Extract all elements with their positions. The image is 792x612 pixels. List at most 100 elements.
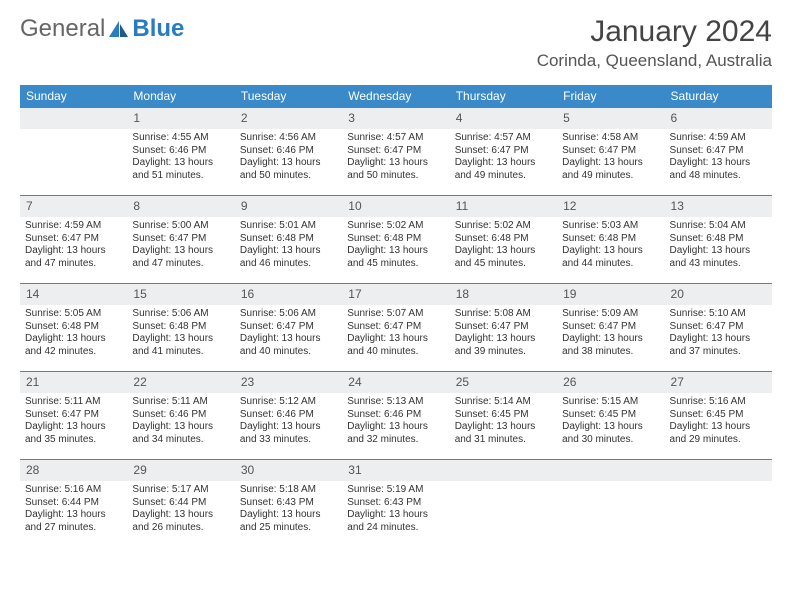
sunrise-line: Sunrise: 5:08 AM (455, 308, 552, 321)
day-number: 5 (557, 107, 664, 129)
sunset-line: Sunset: 6:45 PM (455, 409, 552, 422)
daylight-line: Daylight: 13 hours and 43 minutes. (670, 245, 767, 270)
sunset-line: Sunset: 6:46 PM (347, 409, 444, 422)
day-content: Sunrise: 5:15 AMSunset: 6:45 PMDaylight:… (557, 393, 664, 450)
sunset-line: Sunset: 6:46 PM (240, 145, 337, 158)
calendar-week-row: 7Sunrise: 4:59 AMSunset: 6:47 PMDaylight… (20, 195, 772, 283)
day-number: 13 (665, 195, 772, 217)
sunrise-line: Sunrise: 5:01 AM (240, 220, 337, 233)
sunrise-line: Sunrise: 5:06 AM (132, 308, 229, 321)
sunset-line: Sunset: 6:48 PM (132, 321, 229, 334)
weekday-header: Saturday (665, 85, 772, 107)
sunset-line: Sunset: 6:47 PM (240, 321, 337, 334)
day-number-empty (557, 459, 664, 481)
daylight-line: Daylight: 13 hours and 41 minutes. (132, 333, 229, 358)
daylight-line: Daylight: 13 hours and 31 minutes. (455, 421, 552, 446)
day-number: 16 (235, 283, 342, 305)
sunrise-line: Sunrise: 5:02 AM (455, 220, 552, 233)
calendar-day-cell: 16Sunrise: 5:06 AMSunset: 6:47 PMDayligh… (235, 283, 342, 371)
weekday-header: Tuesday (235, 85, 342, 107)
day-content: Sunrise: 5:16 AMSunset: 6:45 PMDaylight:… (665, 393, 772, 450)
day-number: 24 (342, 371, 449, 393)
sunset-line: Sunset: 6:47 PM (670, 321, 767, 334)
day-content: Sunrise: 4:57 AMSunset: 6:47 PMDaylight:… (450, 129, 557, 186)
daylight-line: Daylight: 13 hours and 25 minutes. (240, 509, 337, 534)
sunrise-line: Sunrise: 4:57 AM (347, 132, 444, 145)
day-number: 30 (235, 459, 342, 481)
sunrise-line: Sunrise: 5:03 AM (562, 220, 659, 233)
logo: General Blue (20, 15, 184, 43)
day-content: Sunrise: 5:02 AMSunset: 6:48 PMDaylight:… (450, 217, 557, 274)
calendar-day-cell: 2 Sunrise: 4:56 AMSunset: 6:46 PMDaylight… (235, 107, 342, 195)
day-number: 20 (665, 283, 772, 305)
day-number: 29 (127, 459, 234, 481)
sunrise-line: Sunrise: 5:07 AM (347, 308, 444, 321)
day-content: Sunrise: 5:06 AMSunset: 6:47 PMDaylight:… (235, 305, 342, 362)
calendar-day-cell: 25 Sunrise: 5:14 AMSunset: 6:45 PMDayligh… (450, 371, 557, 459)
daylight-line: Daylight: 13 hours and 50 minutes. (240, 157, 337, 182)
sunrise-line: Sunrise: 4:59 AM (670, 132, 767, 145)
sunset-line: Sunset: 6:46 PM (240, 409, 337, 422)
day-content: Sunrise: 5:11 AMSunset: 6:47 PMDaylight:… (20, 393, 127, 450)
location-text: Corinda, Queensland, Australia (537, 51, 772, 71)
calendar-day-cell (557, 459, 664, 547)
daylight-line: Daylight: 13 hours and 24 minutes. (347, 509, 444, 534)
daylight-line: Daylight: 13 hours and 42 minutes. (25, 333, 122, 358)
sunrise-line: Sunrise: 5:02 AM (347, 220, 444, 233)
day-number: 3 (342, 107, 449, 129)
calendar-day-cell: 13Sunrise: 5:04 AMSunset: 6:48 PMDayligh… (665, 195, 772, 283)
sunset-line: Sunset: 6:48 PM (562, 233, 659, 246)
calendar-day-cell: 29Sunrise: 5:17 AMSunset: 6:44 PMDayligh… (127, 459, 234, 547)
day-content: Sunrise: 4:59 AMSunset: 6:47 PMDaylight:… (665, 129, 772, 186)
sunrise-line: Sunrise: 4:59 AM (25, 220, 122, 233)
daylight-line: Daylight: 13 hours and 44 minutes. (562, 245, 659, 270)
sunset-line: Sunset: 6:47 PM (455, 145, 552, 158)
day-content: Sunrise: 5:07 AMSunset: 6:47 PMDaylight:… (342, 305, 449, 362)
daylight-line: Daylight: 13 hours and 51 minutes. (132, 157, 229, 182)
page-header: General Blue January 2024 Corinda, Queen… (20, 15, 772, 71)
sunrise-line: Sunrise: 4:56 AM (240, 132, 337, 145)
sunrise-line: Sunrise: 5:10 AM (670, 308, 767, 321)
calendar-day-cell: 31Sunrise: 5:19 AMSunset: 6:43 PMDayligh… (342, 459, 449, 547)
sunset-line: Sunset: 6:47 PM (25, 409, 122, 422)
sunrise-line: Sunrise: 5:11 AM (132, 396, 229, 409)
day-content: Sunrise: 5:04 AMSunset: 6:48 PMDaylight:… (665, 217, 772, 274)
sunset-line: Sunset: 6:47 PM (670, 145, 767, 158)
calendar-day-cell: 26Sunrise: 5:15 AMSunset: 6:45 PMDayligh… (557, 371, 664, 459)
sunset-line: Sunset: 6:48 PM (25, 321, 122, 334)
day-content: Sunrise: 5:17 AMSunset: 6:44 PMDaylight:… (127, 481, 234, 538)
sunset-line: Sunset: 6:46 PM (132, 409, 229, 422)
day-number: 4 (450, 107, 557, 129)
sunrise-line: Sunrise: 5:04 AM (670, 220, 767, 233)
sunrise-line: Sunrise: 5:14 AM (455, 396, 552, 409)
calendar-day-cell: 18Sunrise: 5:08 AMSunset: 6:47 PMDayligh… (450, 283, 557, 371)
day-content: Sunrise: 5:12 AMSunset: 6:46 PMDaylight:… (235, 393, 342, 450)
daylight-line: Daylight: 13 hours and 49 minutes. (455, 157, 552, 182)
calendar-day-cell: 20Sunrise: 5:10 AMSunset: 6:47 PMDayligh… (665, 283, 772, 371)
day-content: Sunrise: 5:00 AMSunset: 6:47 PMDaylight:… (127, 217, 234, 274)
day-content: Sunrise: 5:13 AMSunset: 6:46 PMDaylight:… (342, 393, 449, 450)
daylight-line: Daylight: 13 hours and 39 minutes. (455, 333, 552, 358)
calendar-day-cell: 6Sunrise: 4:59 AMSunset: 6:47 PMDaylight… (665, 107, 772, 195)
sunrise-line: Sunrise: 5:13 AM (347, 396, 444, 409)
day-content: Sunrise: 5:18 AMSunset: 6:43 PMDaylight:… (235, 481, 342, 538)
day-number: 25 (450, 371, 557, 393)
day-content: Sunrise: 5:19 AMSunset: 6:43 PMDaylight:… (342, 481, 449, 538)
day-number: 2 (235, 107, 342, 129)
day-content: Sunrise: 5:08 AMSunset: 6:47 PMDaylight:… (450, 305, 557, 362)
sunrise-line: Sunrise: 5:06 AM (240, 308, 337, 321)
daylight-line: Daylight: 13 hours and 34 minutes. (132, 421, 229, 446)
weekday-header: Monday (127, 85, 234, 107)
day-content: Sunrise: 5:02 AMSunset: 6:48 PMDaylight:… (342, 217, 449, 274)
sunset-line: Sunset: 6:45 PM (562, 409, 659, 422)
logo-sail-icon (108, 19, 130, 39)
sunset-line: Sunset: 6:48 PM (670, 233, 767, 246)
day-number: 19 (557, 283, 664, 305)
sunset-line: Sunset: 6:43 PM (240, 497, 337, 510)
day-number: 28 (20, 459, 127, 481)
calendar-week-row: 28Sunrise: 5:16 AMSunset: 6:44 PMDayligh… (20, 459, 772, 547)
calendar-day-cell: 11Sunrise: 5:02 AMSunset: 6:48 PMDayligh… (450, 195, 557, 283)
day-number: 14 (20, 283, 127, 305)
day-number: 9 (235, 195, 342, 217)
daylight-line: Daylight: 13 hours and 26 minutes. (132, 509, 229, 534)
